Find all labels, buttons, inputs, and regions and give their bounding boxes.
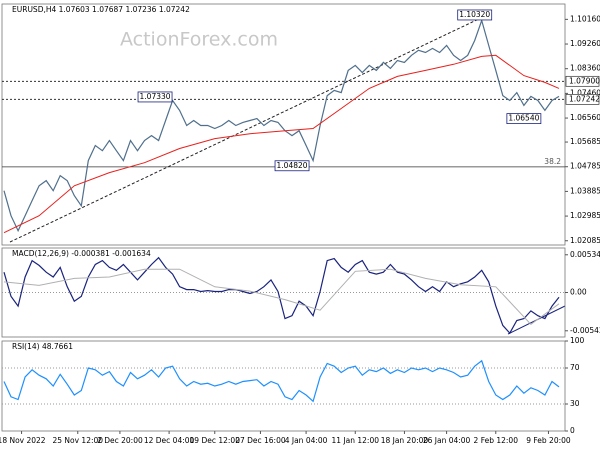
x-tick-label: 9 Feb 20:00 <box>526 436 571 445</box>
x-tick-label: 12 Dec 04:00 <box>144 436 195 445</box>
fib-label: 38.2 <box>544 157 561 166</box>
y-tick-label: 1.02085 <box>570 236 600 245</box>
annotation-box <box>274 160 310 172</box>
annotation-label: 1.06540 <box>508 114 539 123</box>
watermark: ActionForex.com <box>120 29 278 51</box>
y-tick-label: -0.005421 <box>570 326 600 335</box>
y-tick-label: 30 <box>570 399 580 408</box>
x-tick-label: 26 Jan 04:00 <box>423 436 471 445</box>
y-tick-label: 100 <box>570 336 585 345</box>
annotation-label: 1.10320 <box>459 10 490 19</box>
x-tick-label: 25 Nov 12:00 <box>52 436 103 445</box>
annotation-box <box>506 113 542 125</box>
y-tick-label: 0 <box>570 426 575 435</box>
series-line <box>3 256 560 335</box>
y-tick-label: 70 <box>570 363 580 372</box>
panel-title: RSI(14) 48.7661 <box>12 342 73 351</box>
annotation-box <box>457 9 493 21</box>
panel-title: EURUSD,H4 1.07603 1.07687 1.07236 1.0724… <box>12 5 190 14</box>
x-tick-label: 4 Jan 04:00 <box>285 436 328 445</box>
annotation-label: 1.07330 <box>140 92 171 101</box>
x-tick-label: 27 Dec 16:00 <box>235 436 286 445</box>
series-line <box>3 359 560 403</box>
y-tick-label: 1.07460 <box>570 88 600 97</box>
series-line <box>3 18 560 233</box>
panel-title: MACD(12,26,9) -0.000381 -0.001634 <box>12 249 151 258</box>
price-box <box>565 75 600 87</box>
y-tick-label: 1.04785 <box>570 162 600 171</box>
x-tick-label: 18 Nov 2022 <box>0 436 46 445</box>
y-tick-label: 1.08360 <box>570 64 600 73</box>
x-tick-label: 2 Feb 12:00 <box>474 436 519 445</box>
x-tick-label: 11 Jan 12:00 <box>332 436 380 445</box>
y-tick-label: 1.06560 <box>570 113 600 122</box>
series-line <box>3 54 560 234</box>
y-tick-label: 1.10160 <box>570 14 600 23</box>
price-label: 1.07900 <box>569 76 600 85</box>
y-tick-label: 1.09260 <box>570 39 600 48</box>
annotation-box <box>137 91 173 103</box>
x-tick-label: 2 Dec 20:00 <box>97 436 143 445</box>
y-tick-label: 1.05685 <box>570 137 600 146</box>
x-tick-label: 18 Jan 20:00 <box>381 436 429 445</box>
price-label: 1.07242 <box>569 94 600 103</box>
y-tick-label: 0.00 <box>570 288 587 297</box>
y-tick-label: 1.02985 <box>570 211 600 220</box>
y-tick-label: 0.00534 <box>570 250 600 259</box>
price-box <box>565 94 600 105</box>
trend-line <box>9 15 486 243</box>
panel-frame <box>1 3 566 246</box>
x-tick-label: 19 Dec 12:00 <box>190 436 241 445</box>
annotation-label: 1.04820 <box>277 161 308 170</box>
panel-frame <box>1 340 566 432</box>
series-line <box>3 268 560 325</box>
y-tick-label: 1.03885 <box>570 186 600 195</box>
